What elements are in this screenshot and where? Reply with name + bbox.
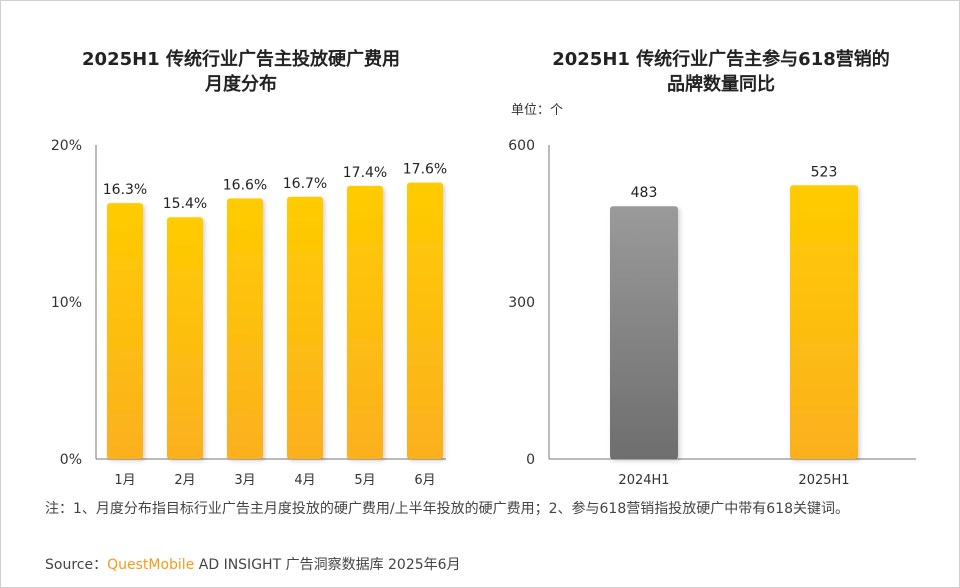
brands-y-tick-label: 0 <box>526 452 535 468</box>
monthly-bar-value-label: 17.6% <box>403 162 447 178</box>
brands-x-tick-label: 2025H1 <box>798 473 849 488</box>
monthly-bar-value-label: 16.6% <box>223 177 267 193</box>
brands-y-tick-label: 300 <box>508 295 535 311</box>
source-line: Source：QuestMobile AD INSIGHT 广告洞察数据库 20… <box>45 554 461 574</box>
monthly-y-tick-label: 0% <box>60 452 82 468</box>
monthly-y-tick-label: 10% <box>51 295 82 311</box>
monthly-bar <box>347 185 383 459</box>
unit-label: 单位：个 <box>511 103 564 118</box>
brands-x-tick-label: 2024H1 <box>618 473 669 488</box>
monthly-bar <box>287 196 323 459</box>
monthly-x-tick-label: 3月 <box>234 473 255 488</box>
source-text: AD INSIGHT 广告洞察数据库 2025年6月 <box>194 557 461 573</box>
monthly-x-tick-label: 4月 <box>294 473 315 488</box>
brands-bar-value-label: 523 <box>811 164 838 180</box>
brands-bar-value-label: 483 <box>631 185 658 201</box>
monthly-bar <box>407 182 443 459</box>
right-title-line-1: 2025H1 传统行业广告主参与618营销的 <box>552 49 890 70</box>
monthly-bar <box>167 217 203 459</box>
monthly-bar-value-label: 16.3% <box>103 182 147 198</box>
monthly-y-tick-label: 20% <box>51 138 82 154</box>
left-title-line-1: 2025H1 传统行业广告主投放硬广费用 <box>82 49 400 70</box>
right-title-line-2: 品牌数量同比 <box>667 74 775 95</box>
right-chart-title: 2025H1 传统行业广告主参与618营销的 品牌数量同比 <box>501 47 941 97</box>
brands-y-tick-label: 600 <box>508 138 535 154</box>
source-brand: QuestMobile <box>107 557 195 573</box>
monthly-bar-value-label: 15.4% <box>163 196 207 212</box>
footnote: 注：1、月度分布指目标行业广告主月度投放的硬广费用/上半年投放的硬广费用；2、参… <box>45 501 849 517</box>
monthly-x-tick-label: 2月 <box>174 473 195 488</box>
monthly-bar-value-label: 16.7% <box>283 176 327 192</box>
brands-bar <box>610 206 678 459</box>
monthly-x-tick-label: 6月 <box>414 473 435 488</box>
left-chart-title: 2025H1 传统行业广告主投放硬广费用 月度分布 <box>31 47 451 97</box>
monthly-bar-value-label: 17.4% <box>343 165 387 181</box>
monthly-bar <box>107 203 143 459</box>
brands-bar <box>790 185 858 459</box>
monthly-x-tick-label: 1月 <box>114 473 135 488</box>
source-label: Source： <box>45 557 108 573</box>
monthly-x-tick-label: 5月 <box>354 473 375 488</box>
monthly-bar <box>227 198 263 459</box>
left-title-line-2: 月度分布 <box>205 74 277 95</box>
